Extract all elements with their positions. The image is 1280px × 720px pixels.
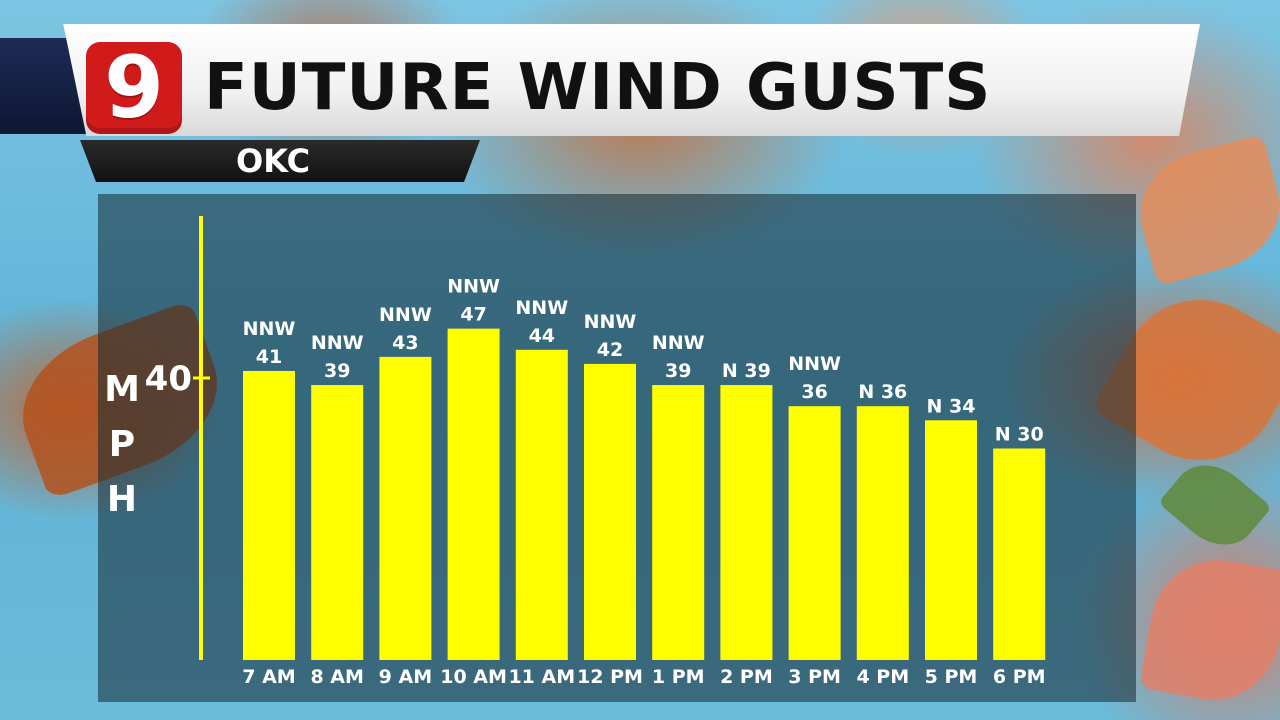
x-tick-label: 8 AM	[310, 666, 363, 688]
x-tick-label: 7 AM	[242, 666, 295, 688]
data-label-direction: NNW	[788, 353, 841, 375]
x-tick-label: 6 PM	[993, 666, 1046, 688]
subtitle-banner	[80, 140, 480, 182]
data-label-direction: NNW	[379, 304, 432, 326]
bar	[379, 356, 432, 660]
bar	[925, 420, 977, 660]
bar	[720, 385, 773, 660]
data-label: 42	[597, 339, 623, 361]
bar	[788, 406, 841, 660]
x-tick-label: 2 PM	[720, 666, 773, 688]
x-tick-label: 1 PM	[652, 666, 705, 688]
page-title: FUTURE WIND GUSTS	[204, 51, 992, 125]
y-axis-title-letter: H	[106, 479, 138, 520]
data-label: 44	[529, 325, 555, 347]
bar	[993, 448, 1046, 660]
bar	[311, 385, 364, 660]
data-label: N 39	[722, 360, 771, 382]
data-label: N 30	[995, 424, 1044, 446]
bar	[652, 385, 705, 660]
data-label: 36	[801, 381, 827, 403]
data-label: 39	[324, 360, 350, 382]
data-label-direction: NNW	[447, 276, 500, 298]
x-tick-label: 12 PM	[577, 666, 643, 688]
y-axis-title-letter: M	[104, 369, 140, 410]
bar	[447, 328, 500, 660]
channel-logo: 9	[86, 42, 182, 134]
location-label: OKC	[236, 142, 311, 180]
data-label: N 34	[927, 395, 976, 417]
data-label: 47	[460, 304, 486, 326]
bar	[515, 349, 568, 660]
data-label: 39	[665, 360, 691, 382]
y-axis-title-letter: P	[108, 424, 136, 465]
logo-number: 9	[104, 38, 164, 138]
data-label-direction: NNW	[515, 297, 568, 319]
data-label: 43	[392, 332, 418, 354]
x-tick-label: 10 AM	[440, 666, 507, 688]
bar	[856, 406, 909, 660]
bar	[243, 370, 295, 660]
x-tick-label: 3 PM	[788, 666, 841, 688]
x-tick-label: 11 AM	[508, 666, 575, 688]
x-tick-label: 4 PM	[856, 666, 909, 688]
data-label-direction: NNW	[652, 332, 705, 354]
x-tick-label: 5 PM	[925, 666, 978, 688]
data-label-direction: NNW	[584, 311, 637, 333]
x-tick-label: 9 AM	[379, 666, 432, 688]
data-label: 41	[256, 346, 282, 368]
data-label-direction: NNW	[243, 318, 296, 340]
bar	[584, 363, 636, 660]
y-tick-label: 40	[145, 359, 192, 399]
data-label: N 36	[858, 381, 907, 403]
title-banner	[63, 24, 1200, 136]
data-label-direction: NNW	[311, 332, 364, 354]
